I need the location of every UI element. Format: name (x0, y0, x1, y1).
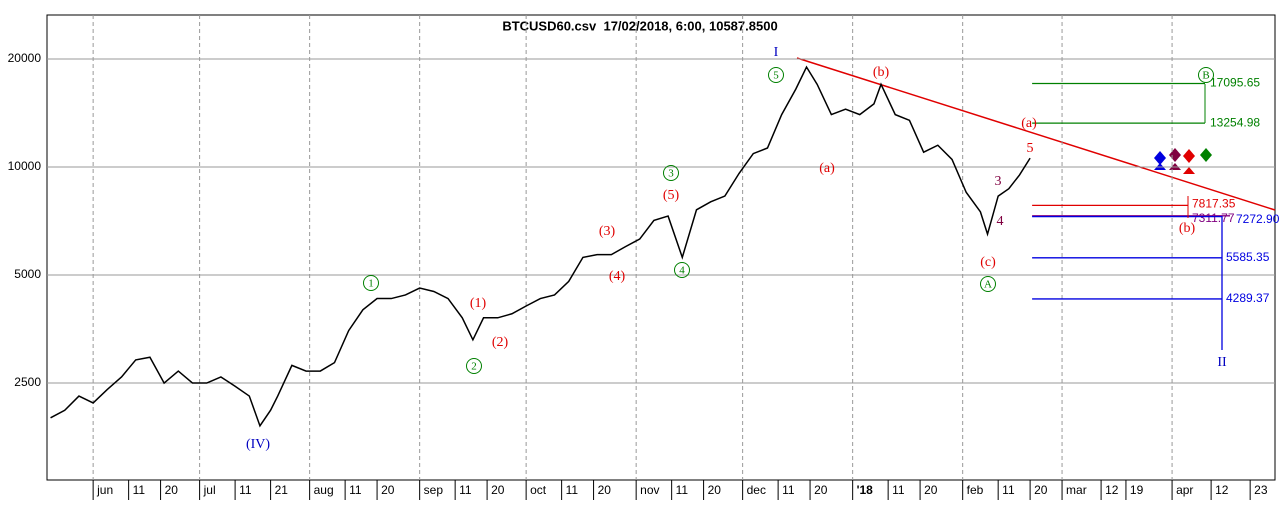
wave-label: (a) (819, 161, 835, 176)
chart-title: BTCUSD60.csv 17/02/2018, 6:00, 10587.850… (502, 18, 777, 33)
x-tick-label: 20 (598, 483, 612, 497)
wave-circle (466, 358, 482, 374)
x-tick-label: 11 (349, 483, 362, 497)
level-label: 17095.65 (1210, 76, 1260, 90)
x-tick-label: sep (424, 483, 444, 497)
wave-label: 4 (679, 265, 685, 277)
wave-label: (a) (1021, 116, 1037, 131)
x-tick-label: jun (96, 483, 113, 497)
wave-label: (5) (663, 188, 680, 203)
x-tick-label: 21 (275, 483, 289, 497)
level-label: 4289.37 (1226, 291, 1270, 305)
wave-label: (1) (470, 296, 487, 311)
x-tick-label: 20 (814, 483, 828, 497)
wave-label: (4) (609, 269, 626, 284)
marker (1169, 163, 1181, 170)
x-tick-label: 20 (165, 483, 179, 497)
x-tick-label: '18 (857, 483, 874, 497)
y-tick-label: 20000 (8, 51, 42, 65)
x-tick-label: 20 (924, 483, 938, 497)
wave-label: (2) (492, 335, 509, 350)
marker (1154, 151, 1166, 165)
wave-label: 5 (1027, 141, 1034, 156)
x-tick-label: 11 (782, 483, 795, 497)
wave-circle (363, 275, 379, 291)
x-tick-label: oct (530, 483, 547, 497)
wave-label: A (984, 279, 992, 291)
marker (1154, 163, 1166, 170)
y-tick-label: 5000 (14, 267, 41, 281)
wave-label: (c) (980, 255, 996, 270)
x-tick-label: jul (203, 483, 216, 497)
x-tick-label: mar (1066, 483, 1087, 497)
x-tick-label: apr (1176, 483, 1193, 497)
wave-label: 4 (997, 214, 1004, 229)
x-tick-label: 11 (892, 483, 905, 497)
wave-label: 3 (668, 168, 674, 180)
marker (1183, 149, 1195, 163)
wave-label: B (1202, 70, 1209, 82)
y-tick-label: 10000 (8, 159, 42, 173)
x-tick-label: dec (747, 483, 766, 497)
x-tick-label: feb (967, 483, 984, 497)
x-tick-label: nov (640, 483, 659, 497)
x-tick-label: 20 (1034, 483, 1048, 497)
wave-circle (980, 276, 996, 292)
x-tick-label: 11 (676, 483, 689, 497)
marker (1183, 167, 1195, 174)
price-line (50, 65, 1031, 428)
x-tick-label: 19 (1130, 483, 1144, 497)
x-tick-label: 20 (381, 483, 395, 497)
level-label: 5585.35 (1226, 250, 1270, 264)
x-tick-label: 11 (133, 483, 146, 497)
x-tick-label: 20 (708, 483, 722, 497)
wave-label: (b) (1179, 221, 1196, 236)
level-label: 7817.35 (1192, 197, 1236, 211)
wave-circle (1198, 67, 1214, 83)
x-tick-label: 20 (491, 483, 505, 497)
x-tick-label: 11 (566, 483, 579, 497)
y-tick-label: 2500 (14, 375, 41, 389)
trend-line (796, 57, 1276, 211)
x-tick-label: 23 (1254, 483, 1268, 497)
wave-label: 5 (773, 70, 779, 82)
marker (1200, 148, 1212, 162)
wave-label: II (1217, 355, 1227, 370)
x-tick-label: 12 (1215, 483, 1229, 497)
plot-frame (46, 14, 1276, 481)
level-label: 7311.77 (1192, 211, 1235, 225)
wave-label: I (774, 45, 779, 60)
x-tick-label: aug (314, 483, 334, 497)
wave-circle (663, 165, 679, 181)
x-tick-label: 12 (1105, 483, 1119, 497)
wave-label: (3) (599, 224, 616, 239)
wave-label: 2 (471, 361, 477, 373)
wave-label: 3 (995, 174, 1002, 189)
x-tick-label: 11 (459, 483, 472, 497)
level-label: 13254.98 (1210, 115, 1260, 129)
wave-circle (768, 67, 784, 83)
wave-label: (b) (873, 65, 890, 80)
wave-circle (674, 262, 690, 278)
level-label: 7272.90 (1236, 212, 1280, 226)
x-tick-label: 11 (239, 483, 252, 497)
wave-label: 1 (368, 278, 374, 290)
x-tick-label: 11 (1002, 483, 1015, 497)
wave-label: (IV) (246, 437, 270, 452)
